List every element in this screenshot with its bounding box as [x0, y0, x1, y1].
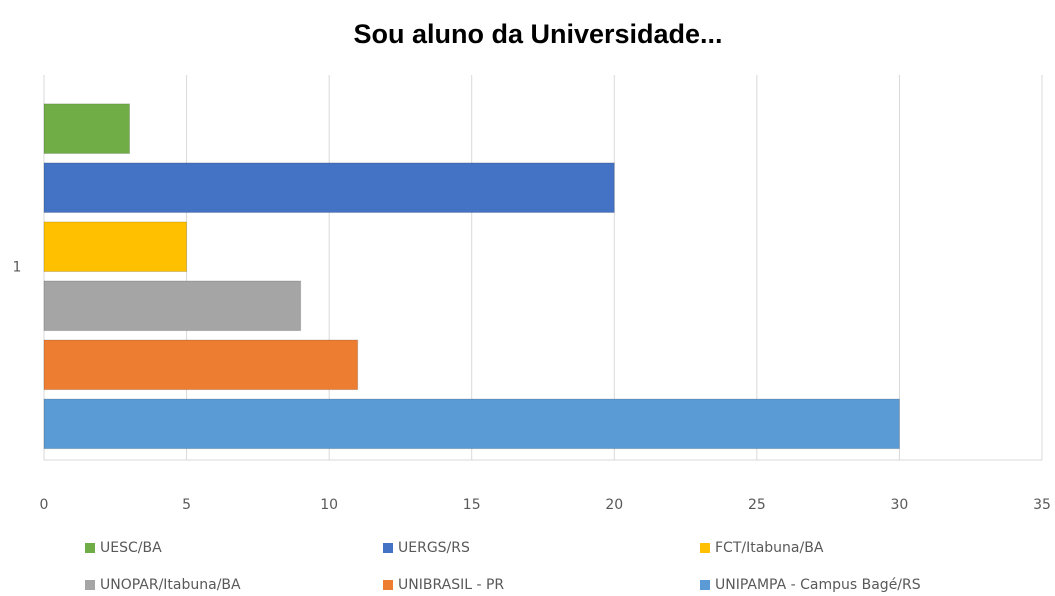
legend-label: UNIPAMPA - Campus Bagé/RS: [715, 577, 921, 593]
bar: [43, 339, 359, 391]
x-tick-label: 5: [182, 497, 191, 513]
x-tick-label: 0: [40, 497, 49, 513]
x-tick-label: 20: [605, 497, 623, 513]
x-tick-label: 30: [891, 497, 909, 513]
bar: [43, 103, 131, 154]
legend-label: UNIBRASIL - PR: [398, 577, 504, 593]
legend-label: UNOPAR/Itabuna/BA: [100, 577, 241, 593]
legend-swatch: [383, 580, 393, 590]
legend-label: UERGS/RS: [398, 540, 470, 556]
legend-swatch: [700, 543, 710, 553]
bar: [43, 280, 302, 332]
legend-swatch: [85, 580, 95, 590]
bar: [43, 162, 615, 213]
x-tick-label: 25: [748, 497, 766, 513]
legend-swatch: [85, 543, 95, 553]
legend-swatch: [383, 543, 393, 553]
x-tick-label: 35: [1033, 497, 1051, 513]
bar: [43, 221, 188, 273]
legend-label: FCT/Itabuna/BA: [715, 540, 824, 556]
x-tick-label: 15: [463, 497, 481, 513]
bar: [43, 398, 900, 450]
x-tick-label: 10: [320, 497, 338, 513]
y-tick-label: 1: [13, 260, 22, 276]
legend-swatch: [700, 580, 710, 590]
legend-label: UESC/BA: [100, 540, 162, 556]
chart-title: Sou aluno da Universidade...: [353, 19, 722, 49]
